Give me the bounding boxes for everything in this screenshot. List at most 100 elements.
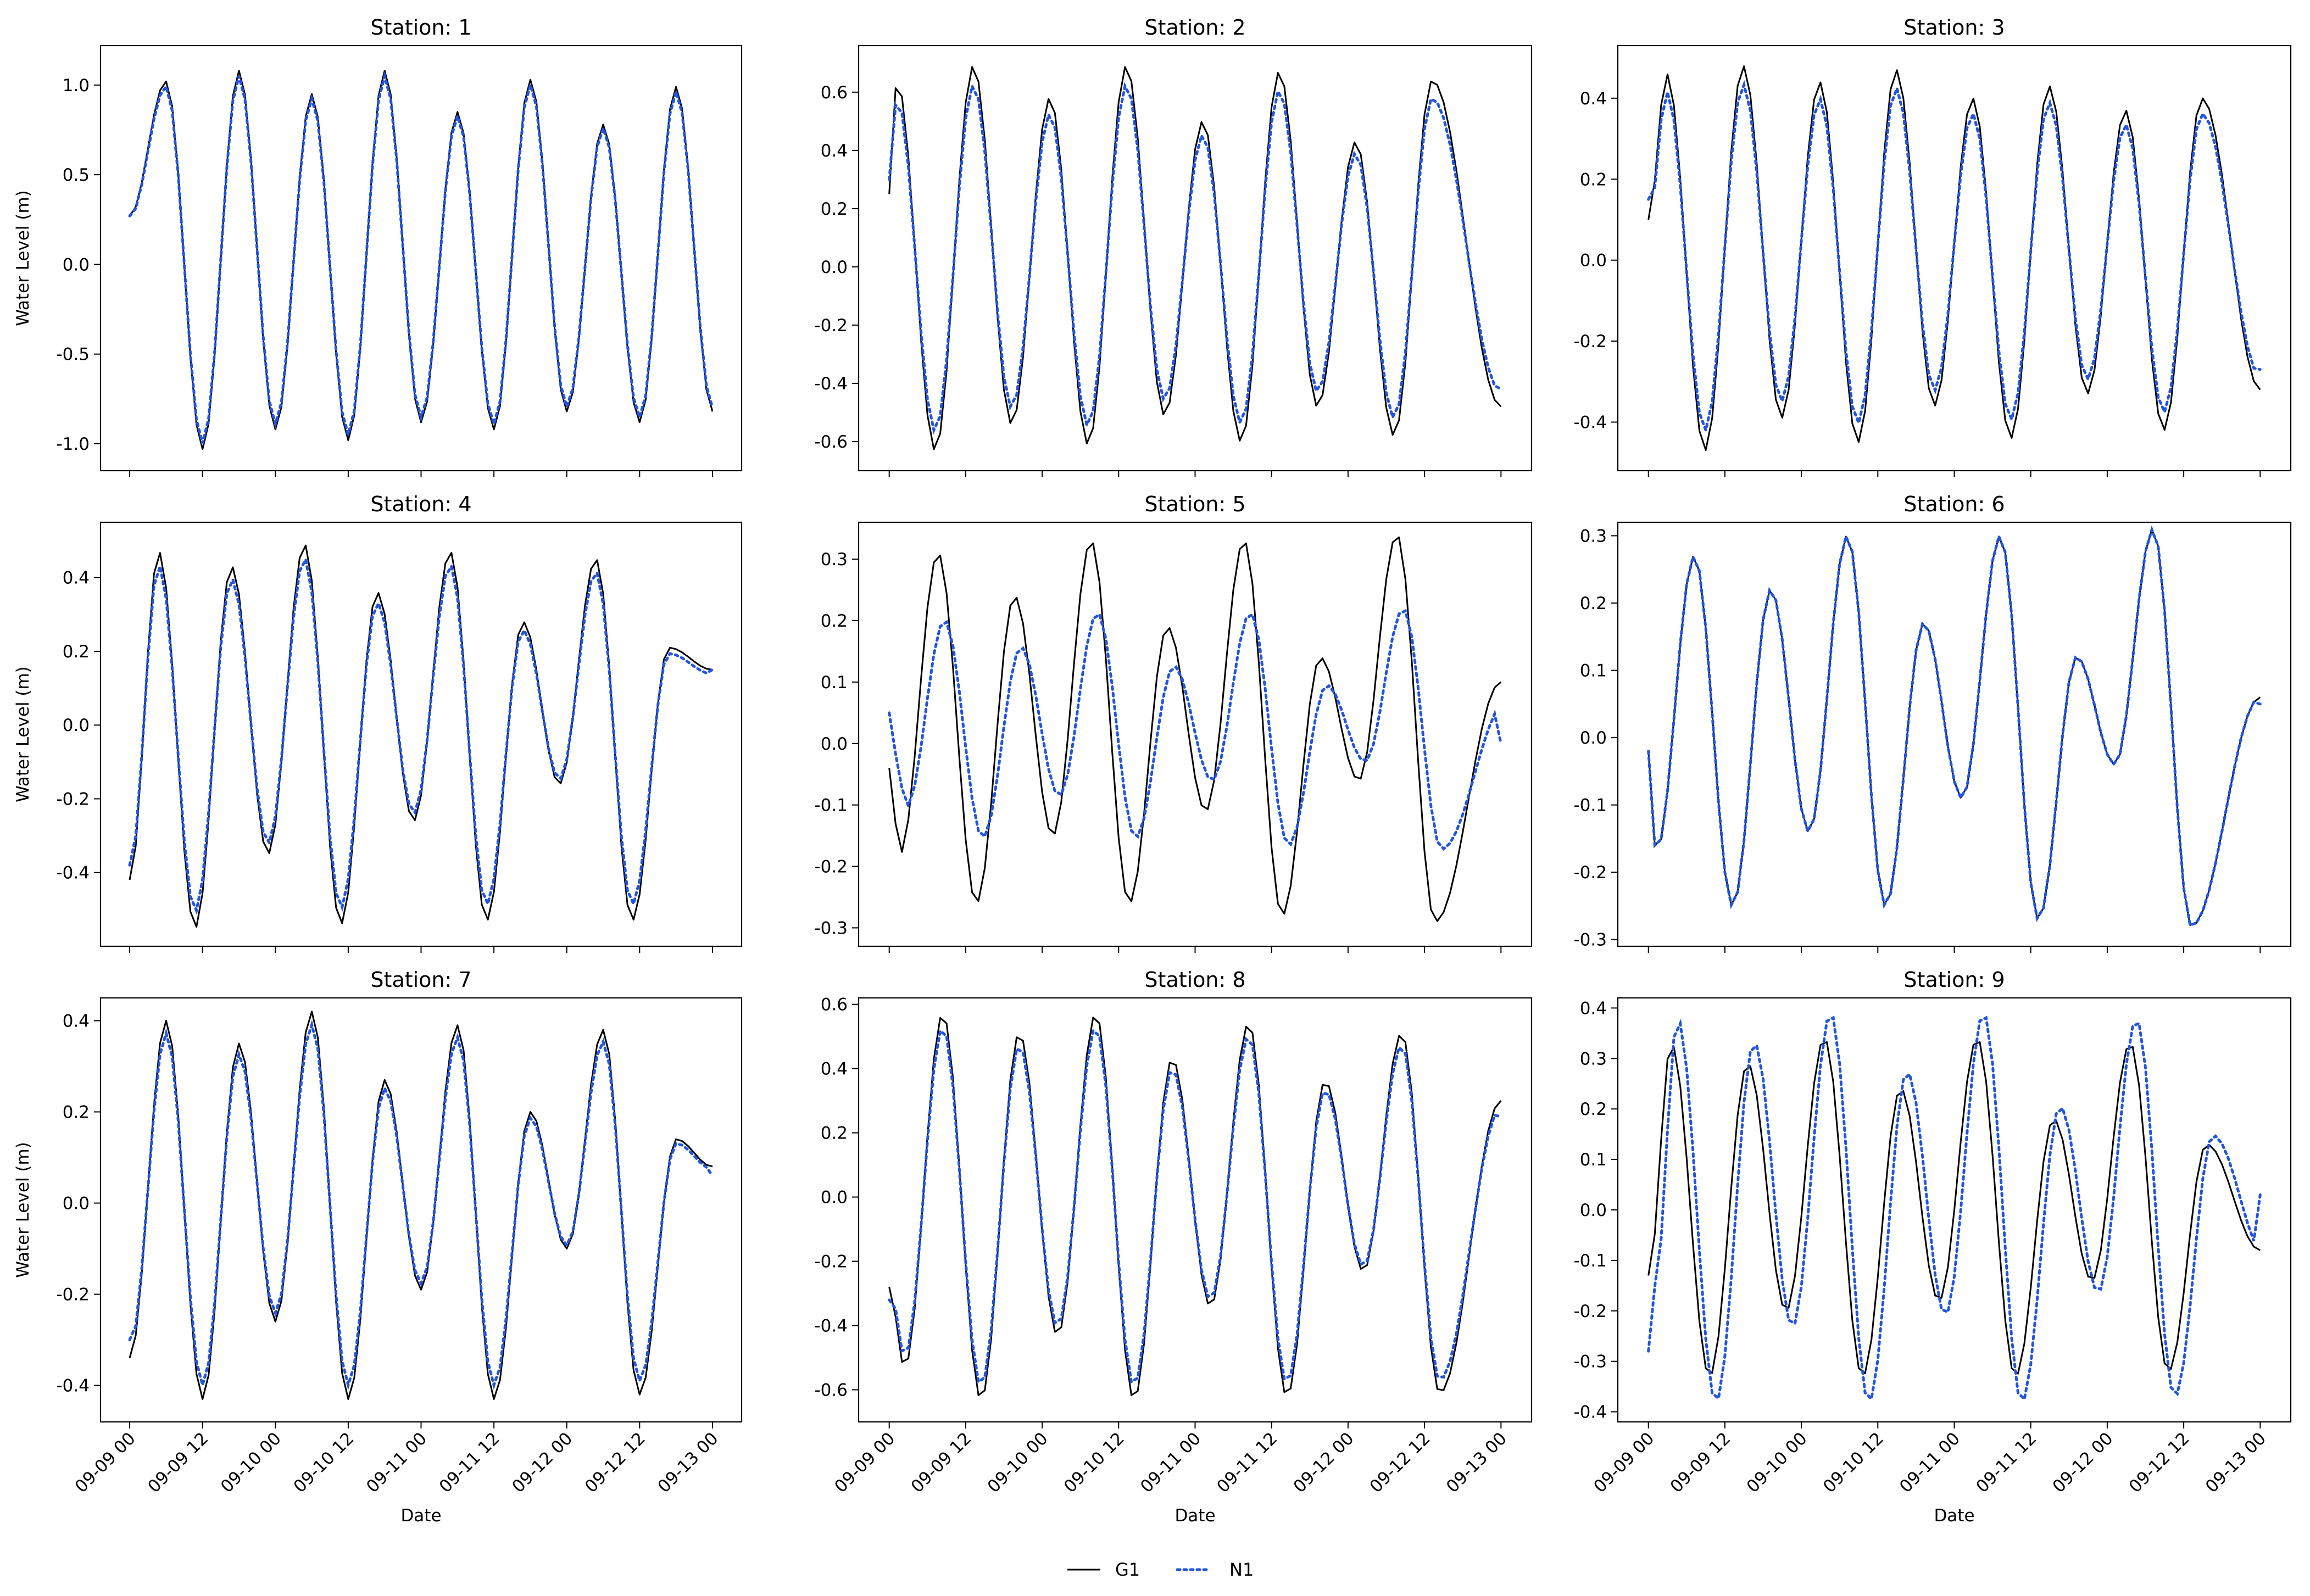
y-tick-label: -0.1 [815,796,848,816]
y-tick-label: -0.6 [815,432,848,452]
y-tick-label: 0.4 [63,568,90,588]
x-tick-label: 09-13 00 [1443,1428,1511,1497]
x-tick-label: 09-11 12 [1213,1428,1281,1497]
y-tick-label: 0.1 [1580,661,1607,681]
legend-g1-label: G1 [1115,1559,1140,1580]
y-tick-label: -0.2 [57,1285,90,1305]
x-tick-label: 09-10 00 [1743,1428,1811,1497]
subplot-title: Station: 4 [370,492,471,516]
x-tick-label: 09-09 00 [71,1428,140,1497]
y-tick-label: 0.2 [821,1124,848,1143]
subplot-title: Station: 7 [370,968,471,992]
series-n1-line [1647,1015,2262,1402]
y-tick-label: 1.0 [63,76,90,96]
x-tick-label: 09-10 12 [1060,1428,1128,1497]
y-tick-label: 0.0 [821,1188,848,1208]
y-tick-label: 0.2 [1580,1100,1607,1119]
legend-n1-label: N1 [1229,1559,1254,1580]
y-tick-label: -0.4 [815,374,848,394]
x-tick-label: 09-12 12 [581,1428,649,1497]
x-tick-label: 09-12 12 [2125,1428,2194,1497]
series-g1-line [1647,1041,2261,1375]
y-tick-label: 0.0 [63,255,90,275]
x-tick-label: 09-13 00 [2202,1428,2270,1497]
subplot-title: Station: 3 [1903,15,2005,40]
y-tick-label: 0.3 [821,550,848,570]
y-tick-label: 0.0 [821,734,848,754]
y-tick-label: 0.2 [1580,594,1607,613]
y-tick-label: -0.3 [1574,930,1607,950]
y-tick-label: -0.3 [815,918,848,938]
x-tick-label: 09-12 00 [508,1428,576,1497]
x-tick-label: 09-09 12 [908,1428,976,1497]
y-tick-label: -0.4 [57,1376,90,1396]
y-tick-label: -0.3 [1574,1352,1607,1372]
y-tick-label: 0.4 [821,1059,848,1079]
subplot-station-6: Station: 6 -0.3 -0.2 -0.1 0.0 0.1 0.2 0.3 [1574,492,2292,953]
y-tick-label: 0.0 [821,258,848,277]
subplot-station-3: Station: 3 -0.4 -0.2 0.0 0.2 0.4 [1574,15,2292,477]
y-tick-label: -0.2 [815,857,848,877]
subplot-title: Station: 2 [1144,15,1245,40]
axes-frame [858,521,1533,947]
y-axis-label: Water Level (m) [13,666,33,802]
y-tick-label: -0.4 [57,863,90,883]
x-tick-label: 09-10 12 [1819,1428,1888,1497]
axes-frame [1617,44,2292,472]
y-axis-label: Water Level (m) [13,1142,33,1278]
x-tick-label: 09-11 00 [1896,1428,1964,1497]
axes-frame [1617,521,2292,947]
series-g1-line [129,70,714,450]
y-tick-label: 0.2 [821,199,848,219]
y-tick-label: -0.2 [1574,863,1607,883]
y-tick-label: 0.0 [1580,1201,1607,1220]
subplot-station-4: Station: 4 -0.4 -0.2 0.0 0.2 0.4 Water Level (… [13,492,743,953]
subplot-station-7: Station: 7 -0.4 -0.2 0.0 0.2 0.4 09-09 00 09-09… [13,968,743,1526]
series-g1-line [1647,65,2261,451]
y-tick-label: 0.5 [63,165,90,185]
y-tick-label: 0.4 [1580,998,1607,1018]
series-g1-line [888,536,1502,922]
y-tick-label: -0.2 [815,316,848,336]
subplot-station-5: Station: 5 -0.3 -0.2 -0.1 0.0 0.1 0.2 0.3 [815,492,1533,953]
y-tick-label: 0.2 [63,1103,90,1123]
y-tick-label: -0.2 [815,1252,848,1272]
subplot-station-2: Station: 2 -0.6 -0.4 -0.2 0.0 0.2 0.4 0.6 [815,15,1533,477]
y-tick-label: 0.1 [821,673,848,693]
y-tick-label: -1.0 [57,434,90,454]
subplot-station-9: Station: 9 -0.4 -0.3 -0.2 -0.1 0.0 0.1 0.2 0.3 0.… [1574,968,2292,1526]
series-n1-line [888,1028,1502,1385]
x-tick-label: 09-13 00 [654,1428,722,1497]
x-tick-label: 09-11 12 [436,1428,504,1497]
axes-frame [99,44,743,472]
x-tick-label: 09-11 00 [363,1428,431,1497]
subplot-station-1: Station: 1 -1.0 -0.5 0.0 0.5 1.0 Water Level (… [13,15,743,477]
x-axis-label: Date [1175,1506,1215,1526]
subplot-title: Station: 1 [370,15,471,40]
y-tick-label: -0.4 [815,1316,848,1336]
series-n1-line [128,1019,714,1391]
y-tick-label: -0.5 [57,345,90,365]
subplot-title: Station: 8 [1144,968,1245,992]
x-tick-label: 09-12 00 [2049,1428,2117,1497]
x-tick-label: 09-10 00 [217,1428,285,1497]
y-tick-label: 0.2 [1580,170,1607,189]
y-tick-label: 0.0 [1580,251,1607,271]
x-axis-label: Date [1934,1506,1974,1526]
x-tick-label: 09-10 12 [290,1428,358,1497]
subplot-title: Station: 6 [1903,492,2005,516]
y-tick-label: 0.3 [1580,1049,1607,1069]
series-n1-line [1647,525,2262,927]
y-tick-label: -0.4 [1574,1403,1607,1422]
y-tick-label: 0.4 [1580,89,1607,109]
subplot-title: Station: 9 [1903,968,2005,992]
subplot-title: Station: 5 [1144,492,1245,516]
series-n1-line [888,82,1502,435]
series-n1-line [888,609,1502,851]
x-tick-label: 09-09 00 [1590,1428,1658,1497]
y-tick-label: 0.0 [63,1194,90,1214]
y-tick-label: 0.2 [63,642,90,662]
y-tick-label: 0.6 [821,83,848,103]
series-n1-line [128,70,714,444]
